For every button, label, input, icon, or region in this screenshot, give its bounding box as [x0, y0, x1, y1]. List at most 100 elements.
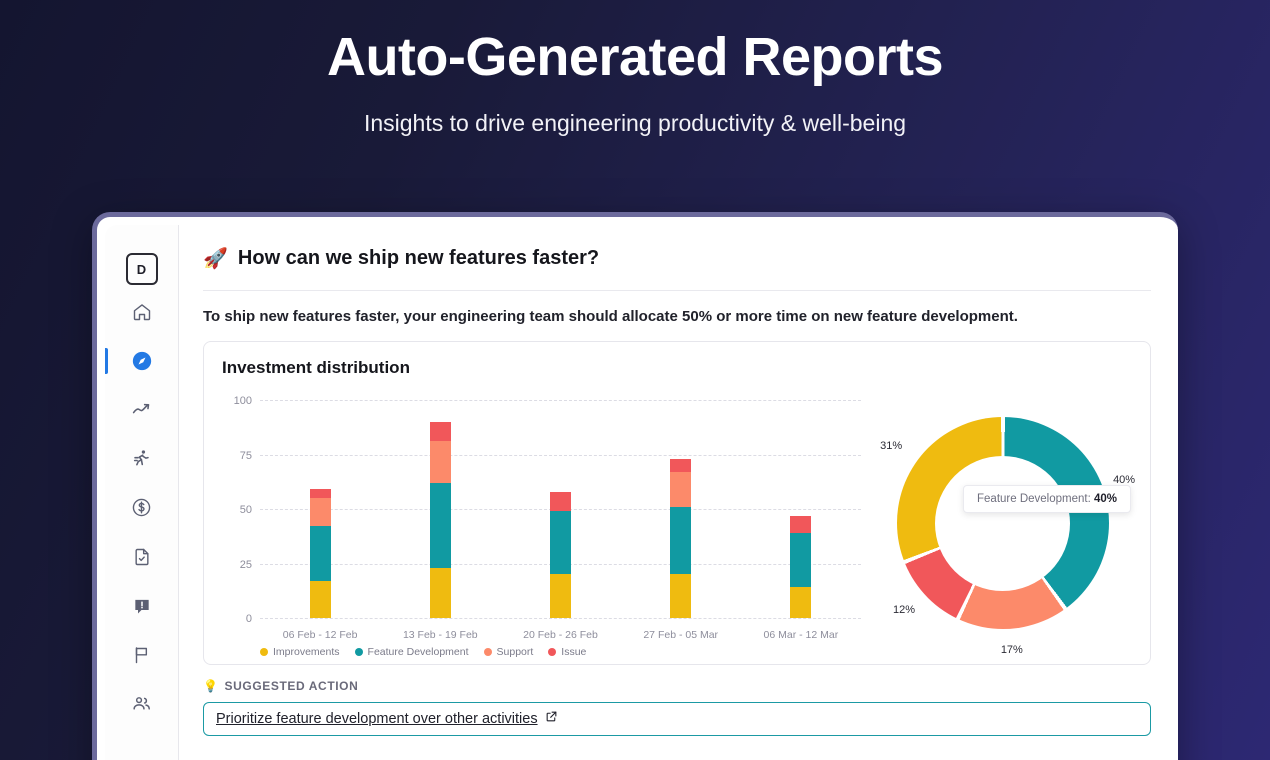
sidebar-item-explore[interactable]: [105, 338, 179, 383]
legend-color-dot: [483, 648, 492, 656]
app-logo[interactable]: D: [125, 250, 169, 286]
bar-segment[interactable]: [550, 574, 571, 618]
sidebar-item-team[interactable]: [105, 681, 179, 726]
bars-layer: 06 Feb - 12 Feb 13 Feb - 19 Feb 20 Feb - 2…: [260, 400, 861, 641]
sidebar-item-home[interactable]: [105, 289, 179, 334]
bar-segment[interactable]: [670, 574, 692, 618]
bar-segment[interactable]: [309, 489, 331, 499]
sidebar-item-reports[interactable]: [105, 534, 179, 579]
app-window: D: [105, 225, 1175, 760]
sidebar: D: [105, 225, 179, 760]
y-axis-tick: 75: [239, 449, 252, 462]
bar-segment[interactable]: [309, 580, 331, 618]
bar-column[interactable]: 27 Feb - 05 Mar: [621, 400, 741, 641]
rocket-icon: 🚀: [203, 247, 228, 270]
y-axis-tick: 25: [239, 558, 252, 571]
bar-column[interactable]: 20 Feb - 26 Feb: [500, 400, 620, 641]
x-axis-tick: 13 Feb - 19 Feb: [402, 629, 478, 641]
home-icon: [132, 302, 152, 322]
app-logo-letter: D: [136, 261, 147, 277]
bar-segment[interactable]: [429, 421, 451, 442]
question-title: How can we ship new features faster?: [237, 247, 600, 269]
y-axis-tick: 0: [245, 613, 252, 625]
bar-plot-area: 0 25 50 75 100 06 Feb - 12 Feb 13 Feb - 19 Fe…: [234, 395, 861, 641]
bar-segment[interactable]: [670, 471, 692, 507]
legend-label: Issue: [561, 646, 587, 658]
bar-segment[interactable]: [790, 515, 812, 533]
chart-card-title: Investment distribution: [222, 358, 410, 377]
legend-item[interactable]: Issue: [548, 646, 586, 658]
bar-column[interactable]: 06 Mar - 12 Mar: [741, 400, 861, 641]
legend-label: Feature Development: [367, 646, 469, 658]
bar-segment[interactable]: [790, 587, 812, 618]
document-check-icon: [132, 547, 152, 567]
hero-header: Auto-Generated Reports Insights to drive…: [0, 0, 1270, 137]
question-header: 🚀 How can we ship new features faster?: [203, 247, 1151, 291]
sidebar-item-trends[interactable]: [105, 387, 179, 432]
legend-label: Improvements: [273, 646, 340, 658]
sidebar-item-cost[interactable]: [105, 485, 179, 530]
bar-segment[interactable]: [309, 526, 331, 581]
legend-item[interactable]: Improvements: [260, 646, 340, 658]
donut-hole: [935, 455, 1070, 591]
chat-alert-icon: [132, 596, 152, 616]
gridline: 75: [240, 450, 861, 462]
legend-item[interactable]: Support: [483, 646, 534, 658]
x-axis-tick: 06 Feb - 12 Feb: [282, 629, 358, 641]
x-axis-tick: 20 Feb - 26 Feb: [523, 629, 598, 641]
stacked-bar-chart: 0 25 50 75 100 06 Feb - 12 Feb 13 Feb - 19 Fe…: [222, 382, 867, 658]
sidebar-item-activity[interactable]: [105, 436, 179, 481]
flag-icon: [132, 645, 152, 665]
bar-segment[interactable]: [790, 532, 812, 588]
gridline: 0: [246, 613, 861, 625]
bar-segment[interactable]: [670, 506, 692, 575]
people-icon: [131, 693, 152, 714]
y-axis-tick: 100: [233, 395, 252, 407]
bar-column[interactable]: 13 Feb - 19 Feb: [380, 400, 500, 641]
donut-percent-label: 40%: [1113, 473, 1136, 486]
x-axis-tick: 27 Feb - 05 Mar: [643, 629, 719, 641]
chart-legend: Improvements Feature Development Support Is…: [260, 646, 586, 658]
bar-column[interactable]: 06 Feb - 12 Feb: [260, 400, 380, 641]
page-title: Auto-Generated Reports: [326, 27, 944, 87]
legend-label: Support: [496, 646, 534, 658]
legend-item[interactable]: Feature Development: [354, 646, 469, 658]
bar-segment[interactable]: [670, 458, 692, 472]
bar-stack[interactable]: [429, 400, 451, 618]
external-link-icon[interactable]: [545, 710, 558, 728]
bar-segment[interactable]: [550, 511, 571, 575]
suggested-action-box[interactable]: Prioritize feature development over othe…: [203, 702, 1151, 736]
bar-stack[interactable]: [670, 400, 692, 618]
suggested-action-link[interactable]: Prioritize feature development over othe…: [216, 711, 538, 727]
legend-color-dot: [548, 648, 557, 656]
y-axis-tick: 50: [239, 504, 252, 516]
bar-segment[interactable]: [550, 491, 571, 512]
tooltip-value: 40%: [1094, 493, 1118, 505]
investment-distribution-card: Investment distribution 0 25 50 75 100 06 Fe…: [203, 341, 1151, 665]
x-axis-tick: 06 Mar - 12 Mar: [763, 629, 839, 641]
sidebar-item-goals[interactable]: [105, 632, 179, 677]
main-content: 🚀 How can we ship new features faster? T…: [179, 225, 1175, 760]
suggested-action-label: 💡 SUGGESTED ACTION: [203, 679, 1151, 693]
page-subtitle: Insights to drive engineering productivi…: [363, 110, 907, 137]
tooltip-label: Feature Development:: [977, 493, 1091, 505]
donut-ring[interactable]: [896, 417, 1109, 629]
trending-up-icon: [131, 399, 152, 420]
legend-color-dot: [260, 648, 268, 656]
bar-segment[interactable]: [429, 441, 451, 483]
bar-stack[interactable]: [309, 400, 331, 618]
donut-percent-label: 17%: [1000, 644, 1023, 657]
legend-color-dot: [354, 648, 363, 656]
bar-segment[interactable]: [429, 567, 451, 618]
suggested-action-label-text: SUGGESTED ACTION: [224, 679, 359, 693]
bar-segment[interactable]: [429, 482, 451, 568]
bar-segment[interactable]: [309, 498, 331, 527]
dollar-circle-icon: [131, 497, 152, 518]
question-summary: To ship new features faster, your engine…: [203, 308, 1018, 325]
bar-stack[interactable]: [550, 400, 571, 618]
sidebar-item-alerts[interactable]: [105, 583, 179, 628]
app-window-frame: D: [92, 212, 1178, 760]
donut-percent-label: 12%: [892, 603, 916, 616]
bar-stack[interactable]: [790, 400, 812, 618]
donut-chart: 40% 17% 12% 31% Feature Development: 40%: [867, 382, 1136, 658]
